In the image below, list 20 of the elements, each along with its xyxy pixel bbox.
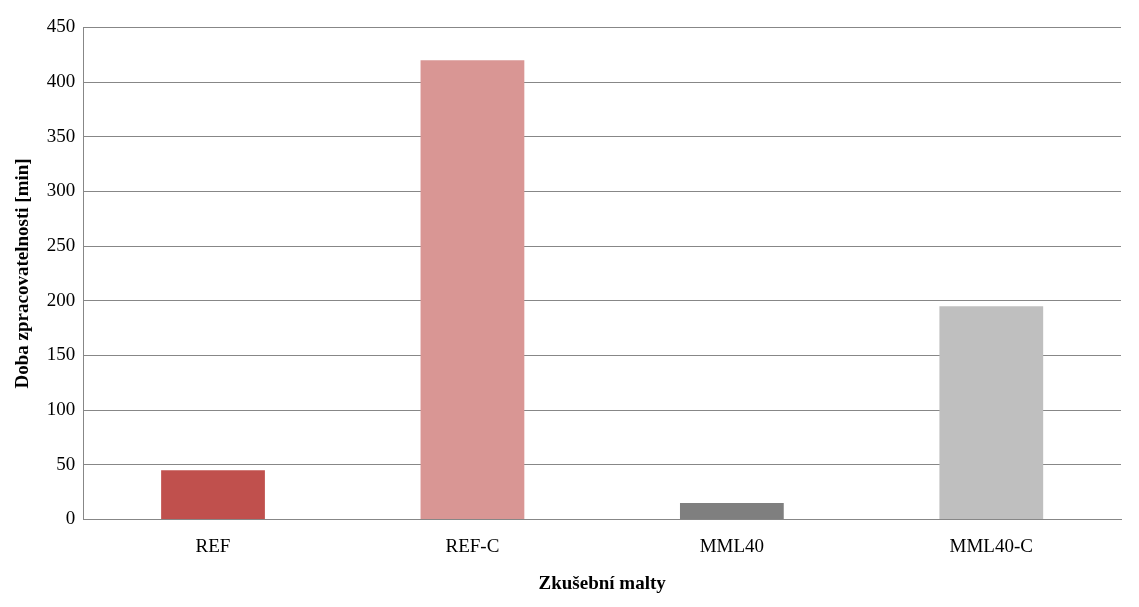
y-tick-label: 250 — [46, 234, 76, 256]
y-tick-label: 200 — [46, 288, 76, 310]
y-tick-label: 0 — [65, 507, 76, 529]
y-tick-label: 50 — [56, 452, 76, 474]
x-tick-label: MML40 — [699, 534, 765, 556]
y-tick-label: 300 — [46, 179, 76, 201]
bar — [161, 470, 265, 519]
y-tick-label: 100 — [46, 398, 76, 420]
y-tick-label: 350 — [46, 124, 76, 146]
y-tick-label: 400 — [46, 70, 76, 92]
x-axis-title: Zkušební malty — [538, 571, 667, 593]
x-tick-label: REF — [195, 534, 231, 556]
y-tick-label: 450 — [46, 15, 76, 37]
y-axis-title: Doba zpracovatelnosti [min] — [11, 158, 33, 389]
bar — [679, 503, 784, 519]
bar — [420, 60, 525, 519]
y-tick-label: 150 — [46, 343, 76, 365]
bar — [939, 306, 1044, 519]
x-tick-label: MML40-C — [949, 534, 1033, 556]
x-tick-label: REF-C — [445, 534, 500, 556]
